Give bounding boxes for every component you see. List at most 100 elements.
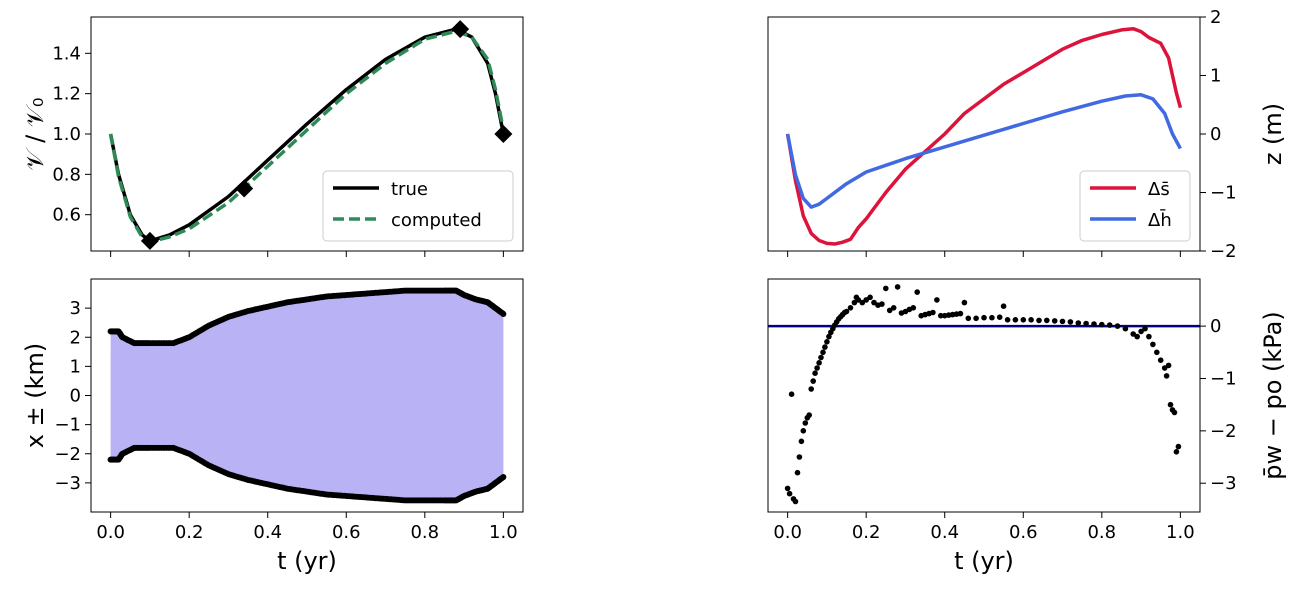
pressure-data-point <box>1175 443 1182 450</box>
pressure-data-point <box>1134 333 1140 340</box>
elevation-line <box>785 93 1182 209</box>
pressure-data-point <box>843 308 850 315</box>
pressure-data-point <box>1091 321 1097 327</box>
pressure-data-point <box>996 314 1003 321</box>
pressure-data-point <box>822 344 828 350</box>
pressure-data-point <box>961 299 968 306</box>
pressure-data-point <box>1171 409 1178 416</box>
pressure-data-point <box>1004 317 1011 323</box>
pressure-data-point <box>1099 321 1105 328</box>
elevation-ytick-label: 2 <box>1210 7 1221 28</box>
width-ytick-label: 3 <box>70 298 81 319</box>
pressure-data-point <box>1059 318 1066 325</box>
width-ytick-label: 1 <box>70 356 81 377</box>
pressure-data-point <box>886 307 893 314</box>
elevation-ytick-label: −2 <box>1210 241 1237 262</box>
pressure-xlabel: t (yr) <box>954 547 1014 575</box>
pressure-data-point <box>1012 317 1019 323</box>
pressure-data-point <box>851 299 858 306</box>
pressure-xtick-label: 1.0 <box>1166 522 1195 543</box>
pressure-data-point <box>989 314 995 321</box>
pressure-data-point <box>1167 401 1174 408</box>
width-xlabel: t (yr) <box>277 547 337 575</box>
pressure-data-point <box>1051 318 1058 324</box>
pressure-data-point <box>847 305 854 311</box>
pressure-data-point <box>934 297 940 303</box>
pressure-data-point <box>1154 349 1160 356</box>
width-xtick-label: 0.8 <box>410 522 439 543</box>
pressure-ytick-label: −2 <box>1210 421 1237 442</box>
pressure-data-point <box>796 454 803 460</box>
pressure-data-point <box>1044 317 1050 324</box>
pressure-data-point <box>806 412 812 418</box>
pressure-ylabel: p̄w − po (kPa) <box>1259 311 1287 480</box>
pressure-data-point <box>1150 341 1156 348</box>
volume-legend-label: computed <box>391 210 482 231</box>
elevation-legend-box <box>1079 170 1191 242</box>
pressure-data-point <box>794 469 801 476</box>
width-ytick-label: −3 <box>54 473 81 494</box>
elevation-legend-label: Δh̄ <box>1148 209 1172 231</box>
pressure-data-point <box>890 305 897 311</box>
pressure-data-point <box>871 299 877 306</box>
pressure-data-point <box>1106 322 1113 328</box>
pressure-data-point <box>910 305 917 311</box>
pressure-data-point <box>867 294 873 301</box>
volume-legend-label: true <box>391 179 428 200</box>
pressure-data-point <box>1036 317 1042 324</box>
pressure-data-point <box>1173 449 1180 455</box>
pressure-data-point <box>938 312 944 319</box>
width-ytick-label: −2 <box>54 444 81 465</box>
pressure-xtick-label: 0.2 <box>852 522 881 543</box>
pressure-ytick-label: −3 <box>1210 473 1237 494</box>
pressure-data-point <box>818 354 824 361</box>
pressure-data-point <box>1142 325 1148 332</box>
volume-ylabel: 𝒱 / 𝒱₀ <box>21 98 49 171</box>
volume-ytick-label: 0.6 <box>52 205 81 226</box>
pressure-ytick-label: 0 <box>1210 316 1221 337</box>
volume-ytick-label: 1.2 <box>52 84 81 105</box>
pressure-xtick-label: 0.4 <box>930 522 959 543</box>
pressure-data-point <box>820 349 826 356</box>
pressure-data-point <box>1028 317 1034 323</box>
pressure-data-point <box>788 391 795 398</box>
elevation-ytick-label: 1 <box>1210 66 1221 87</box>
volume-ytick-label: 1.0 <box>52 124 81 145</box>
pressure-ytick-label: −1 <box>1210 368 1237 389</box>
width-xtick-label: 0.4 <box>253 522 282 543</box>
pressure-data-point <box>798 438 805 445</box>
elevation-ytick-label: −1 <box>1210 183 1237 204</box>
pressure-data-point <box>814 365 820 371</box>
volume-panel: 0.6 0.8 1.0 1.2 1.4 𝒱 / 𝒱₀ true computed <box>21 16 524 257</box>
pressure-panel: 0.0 0.2 0.4 0.6 0.8 1.0 −3 −2 −1 0 t (yr) p̄w − po … <box>767 278 1287 575</box>
pressure-data-point <box>824 339 830 345</box>
pressure-data-point <box>957 310 964 317</box>
pressure-data-point <box>800 428 807 434</box>
volume-diamond-marker <box>494 125 513 143</box>
pressure-data-point <box>802 420 809 426</box>
pressure-xtick-label: 0.6 <box>1009 522 1038 543</box>
volume-ytick-label: 1.4 <box>52 43 81 64</box>
pressure-data-point <box>1157 357 1164 364</box>
width-ytick-label: 0 <box>70 386 81 407</box>
pressure-data-point <box>808 386 814 392</box>
pressure-data-point <box>786 490 793 497</box>
width-ylabel: x ± (km) <box>21 343 49 449</box>
pressure-data-point <box>812 370 818 377</box>
pressure-data-point <box>914 289 920 295</box>
volume-line-computed <box>108 29 506 244</box>
pressure-data-point <box>894 284 901 290</box>
pressure-data-point <box>859 299 866 306</box>
pressure-data-point <box>965 315 972 322</box>
width-xtick-label: 1.0 <box>489 522 518 543</box>
elevation-legend-label: Δs̄ <box>1148 179 1170 200</box>
volume-diamond-marker <box>451 20 470 39</box>
pressure-data-point <box>1130 331 1136 337</box>
pressure-data-point <box>973 315 979 322</box>
pressure-xtick-label: 0.8 <box>1087 522 1116 543</box>
pressure-data-point <box>816 360 822 366</box>
elevation-ytick-label: 0 <box>1210 124 1221 145</box>
width-ytick-label: 2 <box>70 327 81 348</box>
width-ytick-label: −1 <box>54 415 81 436</box>
pressure-data-point <box>1138 328 1144 335</box>
